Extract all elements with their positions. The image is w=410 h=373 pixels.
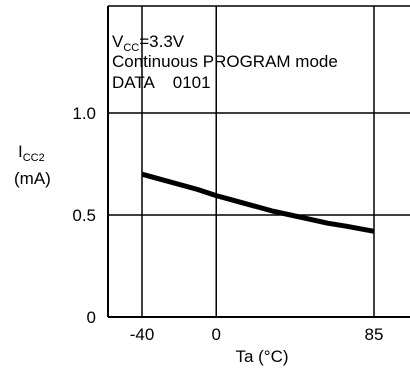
vcc-subscript: CC [123, 42, 139, 54]
condition-mode: Continuous PROGRAM mode [112, 52, 338, 71]
y-axis-symbol: I [18, 142, 23, 161]
grid [108, 6, 410, 317]
y-axis-subscript: CC2 [23, 152, 45, 164]
y-tick-label: 0.5 [72, 206, 96, 225]
series-line [141, 171, 375, 234]
y-axis-unit: (mA) [14, 169, 51, 188]
x-tick-label: 0 [212, 325, 221, 344]
y-tick-label: 1.0 [72, 104, 96, 123]
condition-vcc: VCC=3.3V [112, 32, 185, 54]
x-tick-label: -40 [130, 325, 155, 344]
condition-data: DATA 0101 [112, 73, 211, 92]
vcc-prefix: V [112, 32, 124, 51]
y-tick-label: 0 [87, 308, 96, 327]
vcc-value: =3.3V [139, 32, 185, 51]
y-axis-label: ICC2 [18, 142, 45, 164]
ticks: -40 0 85 0 0.5 1.0 [72, 104, 383, 344]
x-axis-label: Ta (°C) [235, 347, 288, 366]
x-tick-label: 85 [365, 325, 384, 344]
series-layer [141, 171, 375, 234]
